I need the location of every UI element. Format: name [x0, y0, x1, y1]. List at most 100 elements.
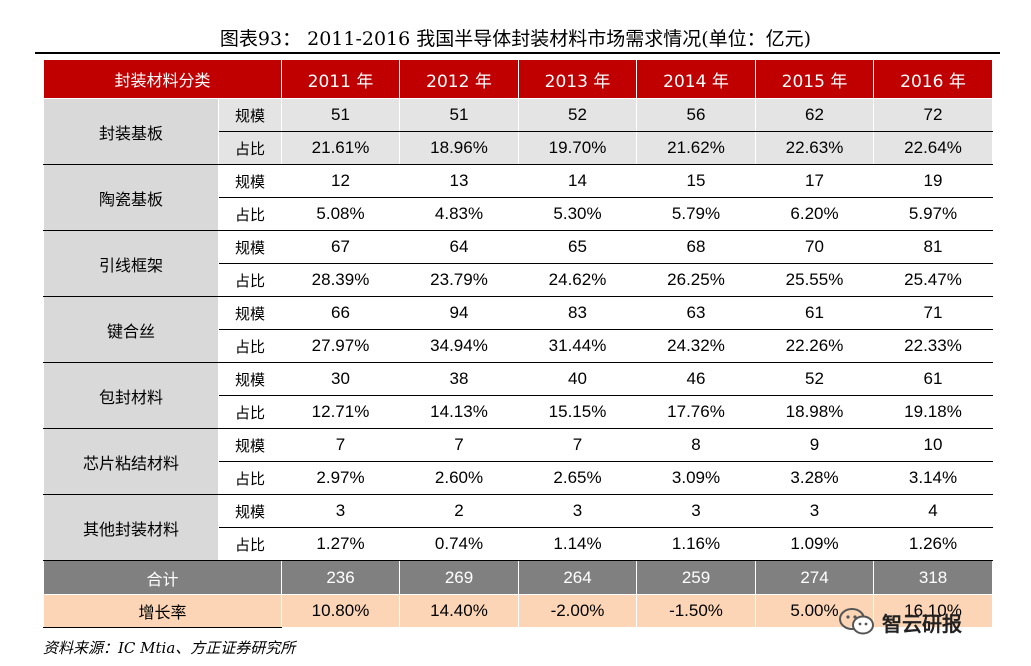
cell-value: 19.18%	[873, 395, 993, 429]
cell-value: 2.60%	[399, 461, 519, 495]
row-category: 键合丝	[43, 296, 219, 363]
cell-value: 15	[636, 164, 756, 198]
watermark-text: 智云研报	[882, 611, 962, 636]
row-sublabel: 占比	[218, 395, 282, 429]
cell-value: 24.32%	[636, 329, 756, 363]
cell-value: 3	[518, 494, 637, 528]
cell-value: 21.62%	[636, 131, 756, 165]
row-sublabel: 规模	[218, 494, 282, 528]
cell-value: 61	[755, 296, 874, 330]
cell-value: 31.44%	[518, 329, 637, 363]
cell-value: 3.09%	[636, 461, 756, 495]
cell-value: 94	[399, 296, 519, 330]
growth-value: 16.10%	[873, 594, 993, 628]
table-row: 占比 12.71% 14.13% 15.15% 17.76% 18.98% 19…	[44, 395, 993, 429]
cell-value: 46	[636, 362, 756, 396]
cell-value: 72	[873, 98, 993, 132]
cell-value: 18.98%	[755, 395, 874, 429]
table-row: 芯片粘结材料 规模 7 7 7 8 9 10	[43, 428, 993, 495]
cell-value: 5.97%	[873, 197, 993, 231]
cell-value: 25.55%	[755, 263, 874, 297]
total-value: 318	[873, 560, 993, 595]
row-category: 包封材料	[43, 362, 219, 429]
row-sublabel: 占比	[218, 461, 282, 495]
cell-value: 15.15%	[518, 395, 637, 429]
title-rule	[35, 52, 1000, 54]
row-category: 引线框架	[43, 230, 219, 297]
cell-value: 1.14%	[518, 527, 637, 561]
cell-value: 26.25%	[636, 263, 756, 297]
cell-value: 67	[281, 230, 400, 264]
row-sublabel: 规模	[218, 98, 282, 132]
header-year: 2013 年	[518, 59, 637, 99]
source-note: 资料来源：IC Mtia、方正证券研究所	[43, 639, 296, 657]
table-row: 占比 21.61% 18.96% 19.70% 21.62% 22.63% 22…	[44, 131, 993, 165]
cell-value: 52	[518, 98, 637, 132]
table-row: 引线框架 规模 67 64 65 68 70 81	[43, 230, 993, 297]
cell-value: 12.71%	[281, 395, 400, 429]
table-row: 占比 5.08% 4.83% 5.30% 5.79% 6.20% 5.97%	[44, 197, 993, 231]
row-sublabel: 规模	[218, 296, 282, 330]
cell-value: 23.79%	[399, 263, 519, 297]
cell-value: 17	[755, 164, 874, 198]
table-row: 其他封装材料 规模 3 2 3 3 3 4	[43, 494, 993, 561]
growth-value: 10.80%	[281, 594, 400, 628]
cell-value: 9	[755, 428, 874, 462]
cell-value: 65	[518, 230, 637, 264]
cell-value: 81	[873, 230, 993, 264]
row-sublabel: 占比	[218, 197, 282, 231]
wechat-icon	[838, 606, 876, 638]
header-year: 2011 年	[281, 59, 400, 99]
cell-value: 51	[399, 98, 519, 132]
header-row: 封装材料分类 2011 年 2012 年 2013 年 2014 年 2015 …	[43, 59, 993, 99]
growth-value: -2.00%	[518, 594, 637, 628]
cell-value: 2.65%	[518, 461, 637, 495]
cell-value: 14	[518, 164, 637, 198]
total-value: 269	[399, 560, 519, 595]
cell-value: 4.83%	[399, 197, 519, 231]
cell-value: 68	[636, 230, 756, 264]
total-value: 264	[518, 560, 637, 595]
row-category: 陶瓷基板	[43, 164, 219, 231]
table-row: 占比 28.39% 23.79% 24.62% 26.25% 25.55% 25…	[44, 263, 993, 297]
cell-value: 38	[399, 362, 519, 396]
row-category: 芯片粘结材料	[43, 428, 219, 495]
growth-label: 增长率	[43, 594, 282, 628]
cell-value: 6.20%	[755, 197, 874, 231]
row-category: 封装基板	[43, 98, 219, 165]
table-row: 包封材料 规模 30 38 40 46 52 61	[43, 362, 993, 429]
header-year: 2012 年	[399, 59, 519, 99]
cell-value: 8	[636, 428, 756, 462]
growth-value: -1.50%	[636, 594, 756, 628]
cell-value: 14.13%	[399, 395, 519, 429]
cell-value: 64	[399, 230, 519, 264]
header-year: 2015 年	[755, 59, 874, 99]
cell-value: 2.97%	[281, 461, 400, 495]
cell-value: 3.14%	[873, 461, 993, 495]
cell-value: 7	[518, 428, 637, 462]
row-sublabel: 占比	[218, 131, 282, 165]
cell-value: 25.47%	[873, 263, 993, 297]
cell-value: 1.09%	[755, 527, 874, 561]
cell-value: 62	[755, 98, 874, 132]
cell-value: 71	[873, 296, 993, 330]
cell-value: 7	[399, 428, 519, 462]
row-sublabel: 占比	[218, 527, 282, 561]
table-row: 封装基板 规模 51 51 52 56 62 72	[43, 98, 993, 165]
row-category: 其他封装材料	[43, 494, 219, 561]
row-sublabel: 规模	[218, 230, 282, 264]
total-value: 236	[281, 560, 400, 595]
row-sublabel: 占比	[218, 263, 282, 297]
cell-value: 24.62%	[518, 263, 637, 297]
cell-value: 52	[755, 362, 874, 396]
cell-value: 19.70%	[518, 131, 637, 165]
cell-value: 10	[873, 428, 993, 462]
cell-value: 7	[281, 428, 400, 462]
table-row: 占比 2.97% 2.60% 2.65% 3.09% 3.28% 3.14%	[44, 461, 993, 495]
cell-value: 1.16%	[636, 527, 756, 561]
cell-value: 2	[399, 494, 519, 528]
cell-value: 61	[873, 362, 993, 396]
cell-value: 1.27%	[281, 527, 400, 561]
table-title: 图表93： 2011-2016 我国半导体封装材料市场需求情况(单位：亿元)	[219, 28, 812, 50]
cell-value: 83	[518, 296, 637, 330]
